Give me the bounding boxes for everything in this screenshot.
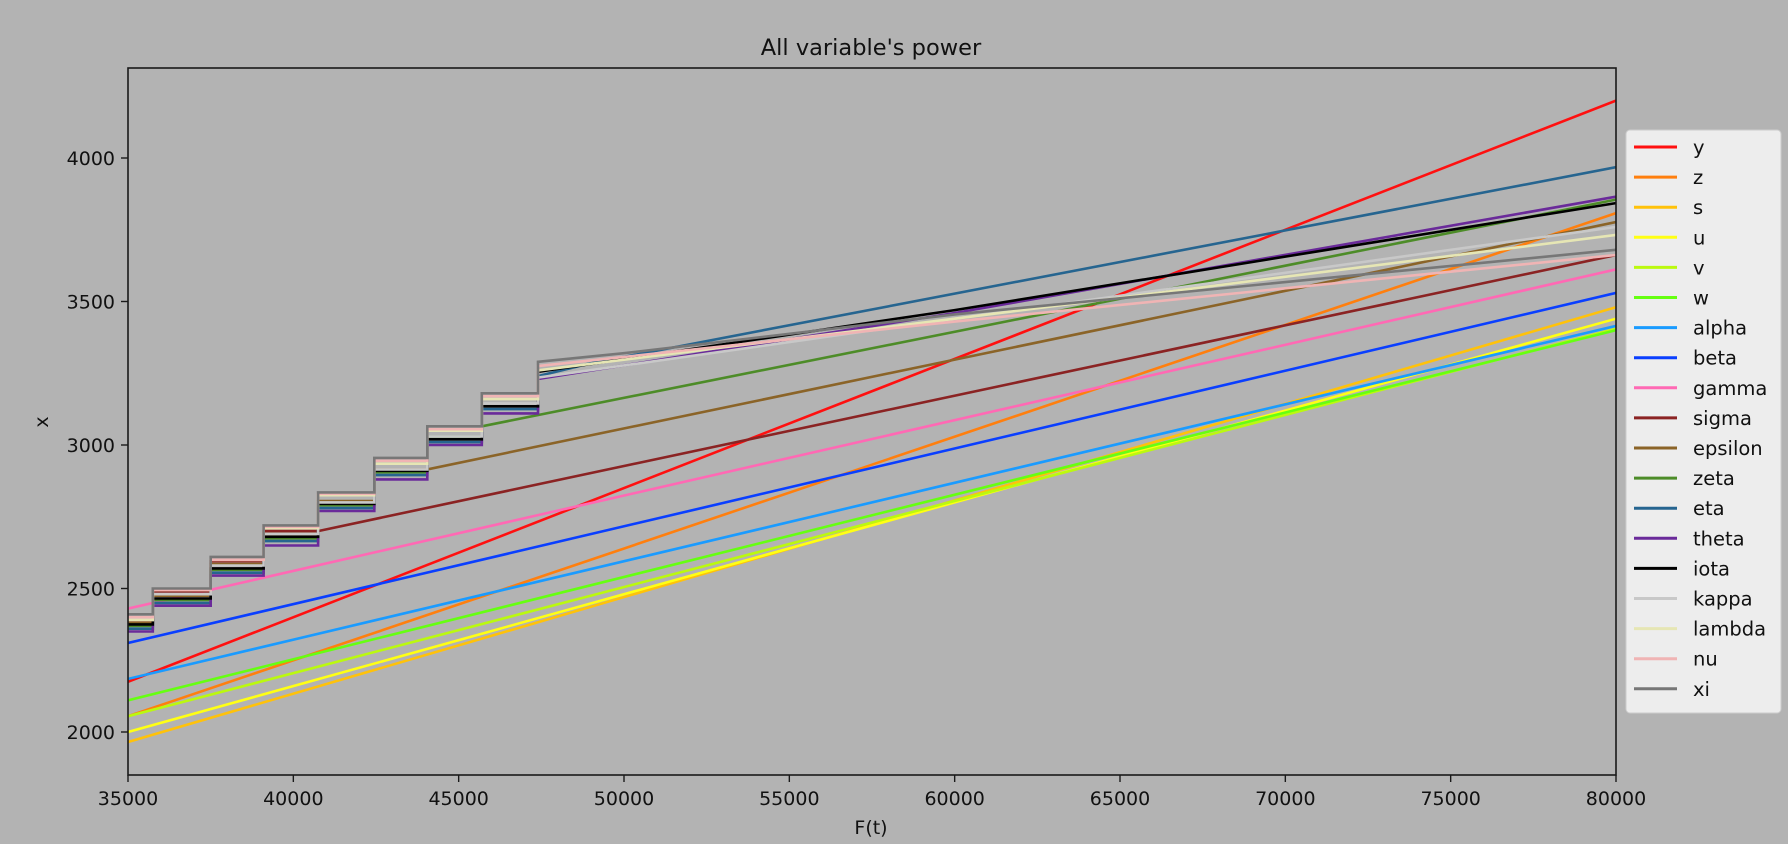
x-tick-label: 70000: [1255, 788, 1315, 810]
legend-item-y: y: [1634, 136, 1705, 159]
legend-item-z: z: [1634, 166, 1703, 189]
legend-item-theta: theta: [1634, 527, 1745, 550]
legend-label: w: [1693, 287, 1709, 310]
legend-label: iota: [1693, 557, 1730, 580]
y-tick-label: 4000: [67, 148, 115, 170]
series-line-y: [128, 99, 1616, 684]
legend-label: beta: [1693, 347, 1737, 370]
y-tick-label: 2500: [67, 579, 115, 601]
legend-item-epsilon: epsilon: [1634, 437, 1763, 460]
legend-label: z: [1693, 166, 1703, 189]
legend-item-w: w: [1634, 287, 1709, 310]
legend-label: s: [1693, 196, 1703, 219]
legend-label: nu: [1693, 648, 1718, 671]
legend-label: u: [1693, 226, 1705, 249]
series-line-alpha: [128, 324, 1616, 681]
series-line-z: [128, 211, 1616, 718]
legend-item-beta: beta: [1634, 347, 1737, 370]
legend-item-alpha: alpha: [1634, 317, 1747, 340]
x-tick-label: 40000: [263, 788, 323, 810]
y-tick-label: 2000: [67, 722, 115, 744]
legend-item-sigma: sigma: [1634, 407, 1752, 430]
legend-item-lambda: lambda: [1634, 618, 1766, 641]
legend-label: v: [1693, 256, 1705, 279]
legend-item-zeta: zeta: [1634, 467, 1735, 490]
x-axis-label: F(t): [854, 817, 887, 839]
series-line-kappa: [128, 225, 1616, 620]
axes-frame: [127, 67, 1617, 776]
y-tick-label: 3000: [67, 435, 115, 457]
legend-label: eta: [1693, 497, 1725, 520]
x-tick-label: 35000: [98, 788, 158, 810]
series-line-beta: [128, 291, 1616, 645]
legend-label: sigma: [1693, 407, 1752, 430]
chart-title: All variable's power: [761, 35, 982, 61]
legend-item-nu: nu: [1634, 648, 1718, 671]
plot-area: [127, 67, 1617, 776]
x-tick-label: 55000: [759, 788, 819, 810]
y-axis-label: x: [31, 416, 53, 427]
series-line-xi: [128, 248, 1616, 616]
y-axis: 2000 2500 3000 3500 4000: [67, 148, 128, 744]
series-line-u: [128, 317, 1616, 734]
legend-label: epsilon: [1693, 437, 1763, 460]
legend-label: alpha: [1693, 317, 1747, 340]
series-line-v: [128, 327, 1616, 718]
series-line-w: [128, 328, 1616, 702]
legend-label: kappa: [1693, 588, 1753, 611]
series-line-gamma: [128, 268, 1616, 610]
x-tick-label: 80000: [1586, 788, 1646, 810]
series-line-theta: [128, 195, 1616, 633]
series-layer: [128, 99, 1616, 744]
legend-item-eta: eta: [1634, 497, 1725, 520]
legend-item-kappa: kappa: [1634, 588, 1753, 611]
legend-label: theta: [1693, 527, 1745, 550]
x-tick-label: 45000: [428, 788, 488, 810]
y-tick-label: 3500: [67, 292, 115, 314]
legend-label: zeta: [1693, 467, 1735, 490]
x-tick-label: 60000: [924, 788, 984, 810]
legend-label: y: [1693, 136, 1705, 159]
series-line-epsilon: [128, 220, 1616, 625]
legend-item-u: u: [1634, 226, 1705, 249]
legend-item-gamma: gamma: [1634, 377, 1767, 400]
x-tick-label: 65000: [1090, 788, 1150, 810]
x-axis: 35000 40000 45000 50000 55000 60000 65000 70000…: [98, 775, 1646, 810]
x-tick-label: 75000: [1420, 788, 1480, 810]
legend-item-iota: iota: [1634, 557, 1730, 580]
legend-label: gamma: [1693, 377, 1767, 400]
legend-label: lambda: [1693, 618, 1766, 641]
legend-item-xi: xi: [1634, 678, 1710, 701]
series-line-nu: [128, 253, 1616, 619]
legend-item-v: v: [1634, 256, 1705, 279]
series-line-iota: [128, 201, 1616, 626]
legend-item-s: s: [1634, 196, 1703, 219]
legend-label: xi: [1693, 678, 1710, 701]
series-line-lambda: [128, 233, 1616, 622]
x-tick-label: 50000: [594, 788, 654, 810]
